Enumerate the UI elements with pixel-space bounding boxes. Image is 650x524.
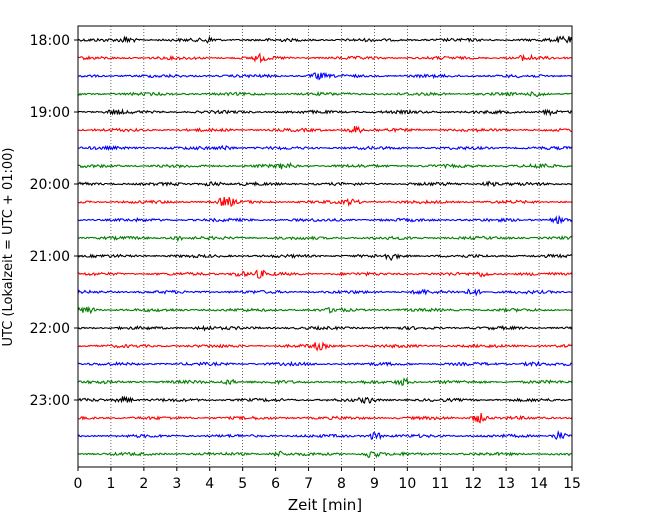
y-tick-label-2300: 23:00: [30, 393, 70, 409]
x-tick-label-15: 15: [563, 476, 581, 492]
trace-1915: [77, 125, 573, 134]
trace-1945: [77, 161, 572, 170]
x-tick-label-11: 11: [431, 476, 449, 492]
y-tick-label-2000: 20:00: [30, 177, 70, 193]
trace-2215: [77, 341, 573, 352]
trace-2015: [77, 196, 573, 208]
trace-2130: [77, 288, 573, 297]
x-tick-label-10: 10: [398, 476, 416, 492]
y-axis-title: UTC (Lokalzeit = UTC + 01:00): [1, 148, 16, 347]
x-tick-label-14: 14: [530, 476, 548, 492]
x-tick-label-6: 6: [271, 476, 280, 492]
x-tick-label-12: 12: [464, 476, 482, 492]
trace-1900: [77, 108, 573, 117]
trace-2315: [78, 413, 573, 424]
trace-2245: [77, 376, 573, 386]
x-tick-label-3: 3: [172, 476, 181, 492]
x-axis-title: Zeit [min]: [288, 496, 362, 514]
trace-1930: [78, 144, 573, 152]
x-tick-label-4: 4: [205, 476, 214, 492]
trace-2300: [77, 395, 573, 404]
trace-1800: [77, 35, 573, 44]
x-tick-label-9: 9: [370, 476, 379, 492]
plot-frame: [77, 25, 573, 468]
trace-2330: [77, 429, 573, 441]
trace-2200: [77, 324, 573, 332]
axes: 0 1 2 3 4 5 6 7 8 9 10 11 12 13 14 1518:0019:0020:0021:…: [30, 25, 581, 492]
trace-group: [77, 35, 573, 459]
y-tick-label-1800: 18:00: [30, 33, 70, 49]
x-tick-label-8: 8: [337, 476, 346, 492]
trace-1830: [78, 71, 573, 81]
trace-2030: [77, 214, 573, 225]
x-tick-label-7: 7: [304, 476, 313, 492]
trace-2100: [77, 253, 573, 262]
x-tick-label-0: 0: [74, 476, 83, 492]
y-tick-label-1900: 19:00: [30, 105, 70, 121]
trace-2145: [77, 305, 573, 315]
y-tick-label-2100: 21:00: [30, 249, 70, 265]
trace-2230: [77, 360, 573, 368]
x-tick-label-1: 1: [106, 476, 115, 492]
trace-1815: [77, 52, 573, 64]
trace-2115: [77, 269, 573, 279]
trace-1845: [77, 91, 573, 98]
trace-2000: [77, 180, 573, 188]
trace-2345: [77, 450, 573, 459]
trace-2045: [77, 235, 573, 243]
x-tick-label-2: 2: [139, 476, 148, 492]
x-tick-label-5: 5: [238, 476, 247, 492]
x-tick-label-13: 13: [497, 476, 515, 492]
y-tick-label-2200: 22:00: [30, 321, 70, 337]
